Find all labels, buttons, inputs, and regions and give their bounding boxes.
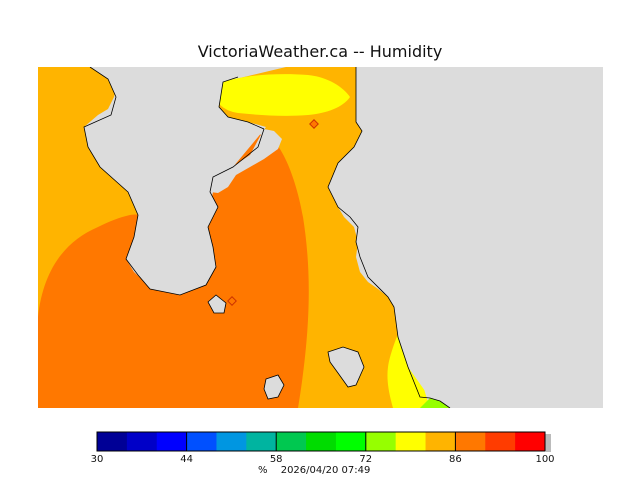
scale-tick-label: 30	[90, 454, 104, 465]
land-small-island-2	[264, 375, 284, 399]
timestamp: 2026/04/20 07:49	[280, 465, 371, 476]
scale-swatch	[425, 432, 456, 451]
station-marker-north	[309, 119, 319, 129]
scale-tick-label: 58	[269, 454, 283, 465]
scale-tick-label: 86	[449, 454, 462, 465]
scale-swatch	[335, 432, 367, 451]
scale-shadow	[545, 434, 551, 452]
humidity-band-76-80-north	[212, 74, 350, 116]
scale-swatch	[216, 432, 247, 451]
scale-tick-label: 44	[180, 454, 193, 465]
land-central-island	[210, 129, 282, 193]
humidity-map	[38, 67, 603, 408]
land-small-island-1	[328, 347, 364, 387]
scale-swatch	[126, 432, 158, 451]
color-scale	[96, 431, 551, 452]
humidity-band-72-76	[420, 398, 450, 408]
scale-tick-label: 100	[535, 454, 555, 465]
scale-swatch	[306, 432, 337, 451]
land-saanich-peninsula	[84, 67, 266, 289]
scale-swatch	[455, 432, 486, 451]
land-east-mainland	[330, 67, 603, 408]
scale-swatch	[515, 432, 546, 451]
scale-swatch	[365, 432, 397, 451]
scale-tick-label: 72	[359, 454, 373, 465]
scale-swatch	[186, 432, 217, 451]
humidity-band-84-88-west	[38, 134, 309, 408]
unit-label: %	[258, 465, 268, 476]
map-title: VictoriaWeather.ca -- Humidity	[197, 42, 443, 61]
scale-swatch	[485, 432, 516, 451]
coastlines	[83, 67, 451, 408]
scale-swatch	[156, 432, 188, 451]
scale-footer: % 2026/04/20 07:49	[258, 465, 380, 476]
station-marker-south	[227, 296, 237, 306]
scale-swatch	[97, 432, 128, 451]
scale-swatch	[276, 432, 307, 451]
scale-swatch	[246, 432, 277, 451]
scale-swatch	[395, 432, 427, 451]
